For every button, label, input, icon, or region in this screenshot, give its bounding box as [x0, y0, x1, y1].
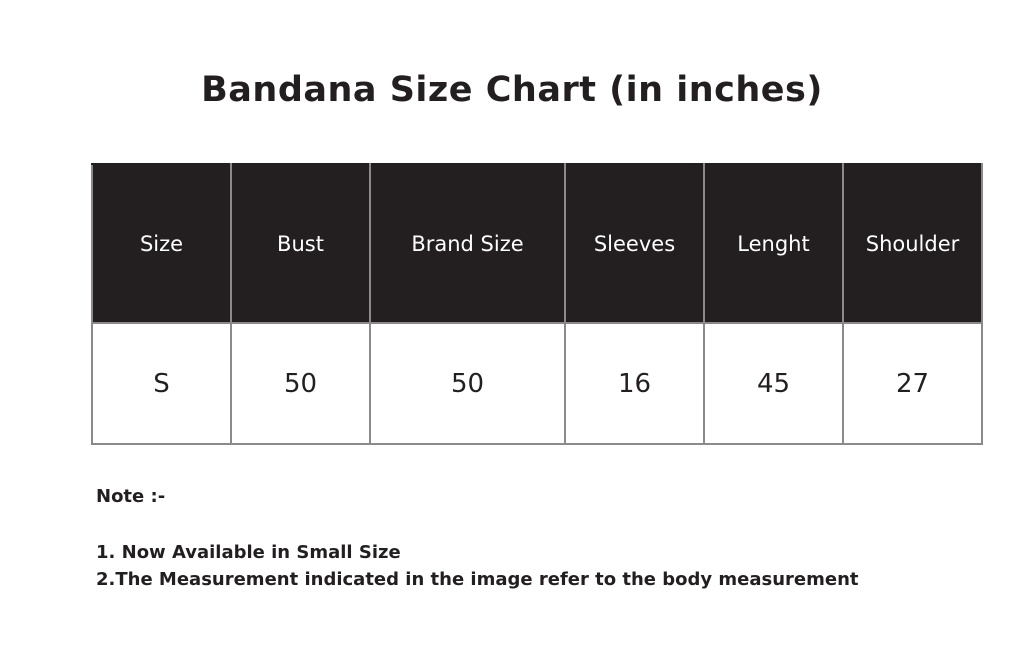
cell-size: S: [91, 322, 232, 445]
cell-shoulder: 27: [842, 322, 983, 445]
header-size: Size: [91, 163, 232, 324]
size-chart-table: Size Bust Brand Size Sleeves Lenght Shou…: [91, 163, 983, 445]
cell-brand-size: 50: [369, 322, 566, 445]
header-sleeves: Sleeves: [564, 163, 705, 324]
header-bust: Bust: [230, 163, 371, 324]
header-length: Lenght: [703, 163, 844, 324]
page-title: Bandana Size Chart (in inches): [201, 70, 823, 110]
note-heading: Note :-: [96, 486, 166, 507]
table-row: S 50 50 16 45 27: [91, 322, 983, 445]
cell-sleeves: 16: [564, 322, 705, 445]
table-header-row: Size Bust Brand Size Sleeves Lenght Shou…: [91, 163, 983, 324]
note-item-2: 2.The Measurement indicated in the image…: [96, 569, 859, 590]
header-shoulder: Shoulder: [842, 163, 983, 324]
header-brand-size-label: Brand Size: [411, 231, 524, 256]
cell-bust: 50: [230, 322, 371, 445]
header-brand-size: Brand Size: [369, 163, 566, 324]
cell-length: 45: [703, 322, 844, 445]
note-item-1: 1. Now Available in Small Size: [96, 542, 401, 563]
